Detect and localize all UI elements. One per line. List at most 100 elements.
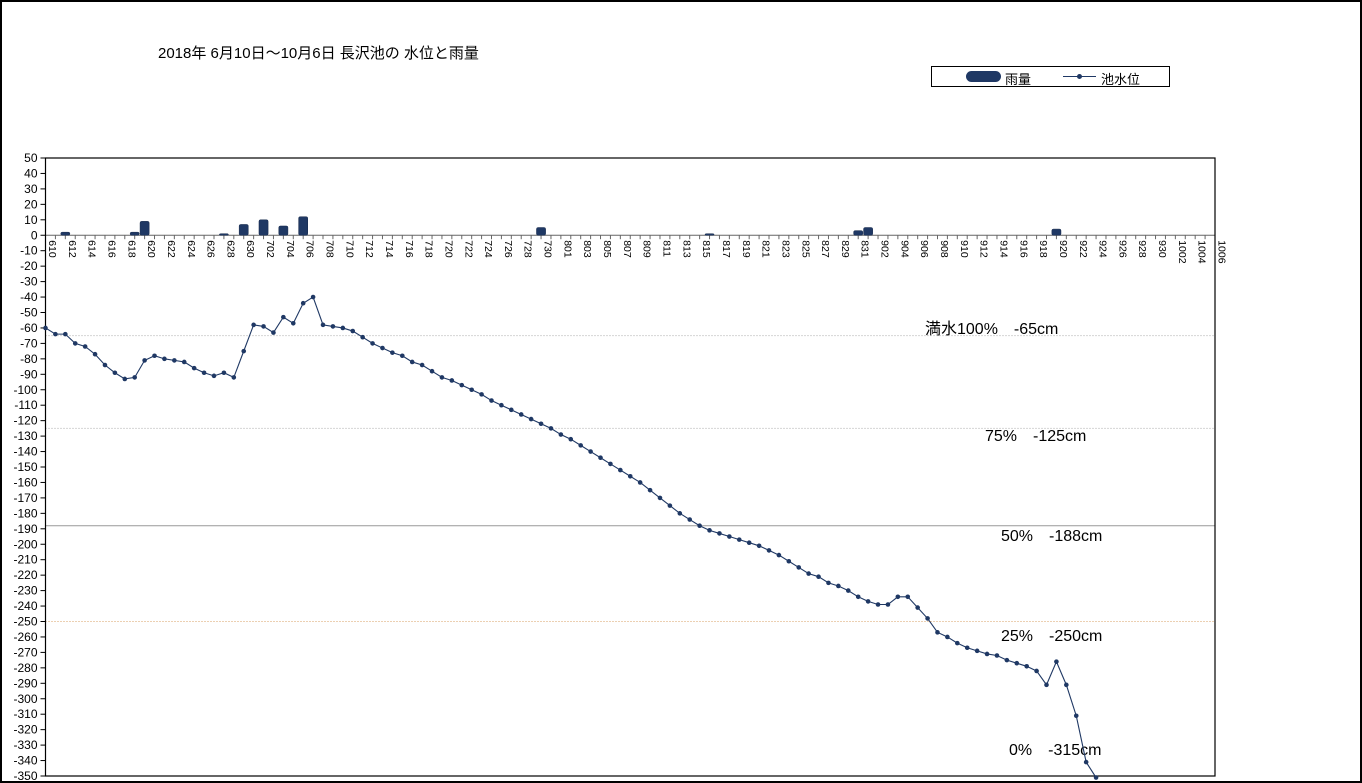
svg-text:809: 809 [641,240,653,258]
svg-text:-120: -120 [13,414,37,428]
svg-text:730: 730 [542,240,554,258]
svg-text:-80: -80 [20,352,38,366]
svg-text:805: 805 [601,240,613,258]
svg-text:924: 924 [1097,240,1109,258]
svg-text:902: 902 [879,240,891,258]
svg-text:916: 916 [1017,240,1029,258]
svg-text:-290: -290 [13,676,37,690]
svg-text:10: 10 [24,213,38,227]
svg-text:914: 914 [997,240,1009,258]
svg-text:-200: -200 [13,537,37,551]
svg-text:-190: -190 [13,522,37,536]
svg-text:706: 706 [304,240,316,258]
svg-text:-210: -210 [13,553,37,567]
svg-text:817: 817 [720,240,732,258]
svg-text:-70: -70 [20,336,38,350]
svg-text:710: 710 [343,240,355,258]
svg-text:-30: -30 [20,275,38,289]
svg-text:-40: -40 [20,290,38,304]
svg-text:-280: -280 [13,661,37,675]
svg-text:716: 716 [403,240,415,258]
svg-text:702: 702 [264,240,276,258]
svg-text:904: 904 [898,240,910,258]
svg-text:-270: -270 [13,645,37,659]
svg-text:-300: -300 [13,692,37,706]
svg-text:-60: -60 [20,321,38,335]
svg-text:616: 616 [105,240,117,258]
svg-text:922: 922 [1077,240,1089,258]
svg-text:1002: 1002 [1176,240,1188,264]
svg-text:827: 827 [819,240,831,258]
svg-text:722: 722 [462,240,474,258]
svg-text:926: 926 [1116,240,1128,258]
svg-text:-160: -160 [13,475,37,489]
svg-text:0: 0 [31,228,38,242]
svg-text:823: 823 [779,240,791,258]
svg-text:-310: -310 [13,707,37,721]
svg-text:704: 704 [284,240,296,258]
svg-text:-230: -230 [13,584,37,598]
svg-text:829: 829 [839,240,851,258]
svg-text:-170: -170 [13,491,37,505]
svg-text:825: 825 [799,240,811,258]
svg-text:801: 801 [561,240,573,258]
svg-text:728: 728 [522,240,534,258]
svg-text:-250: -250 [13,615,37,629]
svg-text:928: 928 [1136,240,1148,258]
svg-text:-330: -330 [13,738,37,752]
svg-text:630: 630 [244,240,256,258]
svg-text:-260: -260 [13,630,37,644]
svg-text:908: 908 [938,240,950,258]
svg-text:718: 718 [423,240,435,258]
svg-text:813: 813 [680,240,692,258]
svg-text:821: 821 [760,240,772,258]
svg-text:910: 910 [958,240,970,258]
svg-text:815: 815 [700,240,712,258]
svg-text:724: 724 [482,240,494,258]
svg-text:811: 811 [660,240,672,257]
svg-text:40: 40 [24,166,38,180]
svg-text:20: 20 [24,197,38,211]
svg-text:628: 628 [224,240,236,258]
svg-text:614: 614 [86,240,98,258]
svg-text:-340: -340 [13,754,37,768]
svg-text:726: 726 [502,240,514,258]
svg-text:618: 618 [125,240,137,258]
svg-text:622: 622 [165,240,177,258]
svg-text:912: 912 [978,240,990,258]
svg-text:-350: -350 [13,769,37,783]
svg-text:918: 918 [1037,240,1049,258]
svg-text:906: 906 [918,240,930,258]
svg-text:819: 819 [740,240,752,258]
svg-text:30: 30 [24,182,38,196]
svg-text:-180: -180 [13,506,37,520]
svg-text:-240: -240 [13,599,37,613]
svg-text:-150: -150 [13,460,37,474]
svg-text:720: 720 [442,240,454,258]
svg-text:708: 708 [324,240,336,258]
svg-text:-140: -140 [13,445,37,459]
svg-text:620: 620 [145,240,157,258]
svg-text:-320: -320 [13,723,37,737]
svg-text:920: 920 [1057,240,1069,258]
svg-text:712: 712 [363,240,375,258]
svg-text:-90: -90 [20,367,38,381]
svg-text:-100: -100 [13,383,37,397]
svg-text:1006: 1006 [1216,240,1228,264]
svg-text:50: 50 [24,151,38,165]
svg-text:624: 624 [185,240,197,258]
svg-text:803: 803 [581,240,593,258]
svg-text:-220: -220 [13,568,37,582]
svg-text:626: 626 [205,240,217,258]
svg-text:-10: -10 [20,244,38,258]
svg-text:807: 807 [621,240,633,258]
svg-text:930: 930 [1156,240,1168,258]
svg-text:714: 714 [383,240,395,258]
svg-text:612: 612 [66,240,78,258]
svg-text:-20: -20 [20,259,38,273]
svg-text:-130: -130 [13,429,37,443]
svg-text:-50: -50 [20,306,38,320]
svg-text:-110: -110 [14,398,37,412]
svg-text:831: 831 [859,240,871,258]
svg-text:1004: 1004 [1196,240,1208,264]
